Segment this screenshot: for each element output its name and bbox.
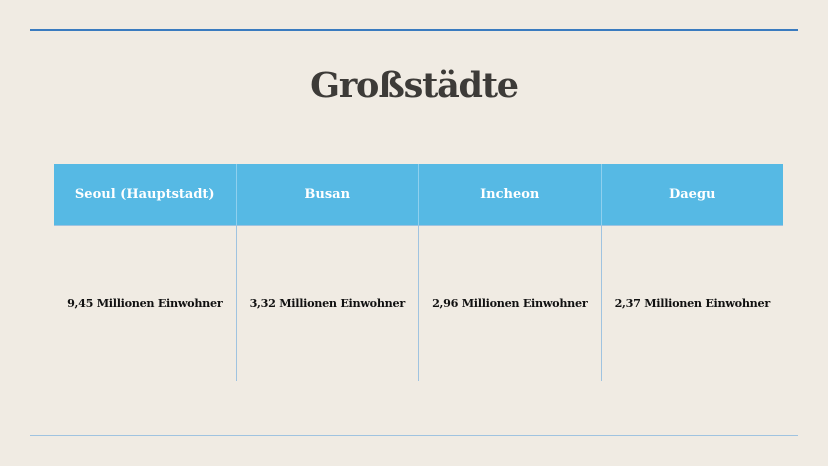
top-rule [30, 29, 798, 31]
header-cell-incheon: Incheon [419, 164, 602, 225]
table-row: 9,45 Millionen Einwohner 3,32 Millionen … [54, 225, 783, 381]
value-cell-busan: 3,32 Millionen Einwohner [237, 225, 419, 381]
value-cell-seoul: 9,45 Millionen Einwohner [54, 225, 237, 381]
cities-table: Seoul (Hauptstadt) Busan Incheon Daegu 9… [54, 164, 783, 381]
table-header-row: Seoul (Hauptstadt) Busan Incheon Daegu [54, 164, 783, 225]
value-cell-daegu: 2,37 Millionen Einwohner [614, 296, 771, 310]
header-cell-busan: Busan [237, 164, 419, 225]
header-cell-seoul: Seoul (Hauptstadt) [54, 164, 237, 225]
value-cell-incheon: 2,96 Millionen Einwohner [419, 225, 602, 381]
bottom-rule [30, 435, 798, 436]
slide-title: Großstädte [310, 65, 519, 106]
header-cell-daegu: Daegu [668, 187, 716, 202]
